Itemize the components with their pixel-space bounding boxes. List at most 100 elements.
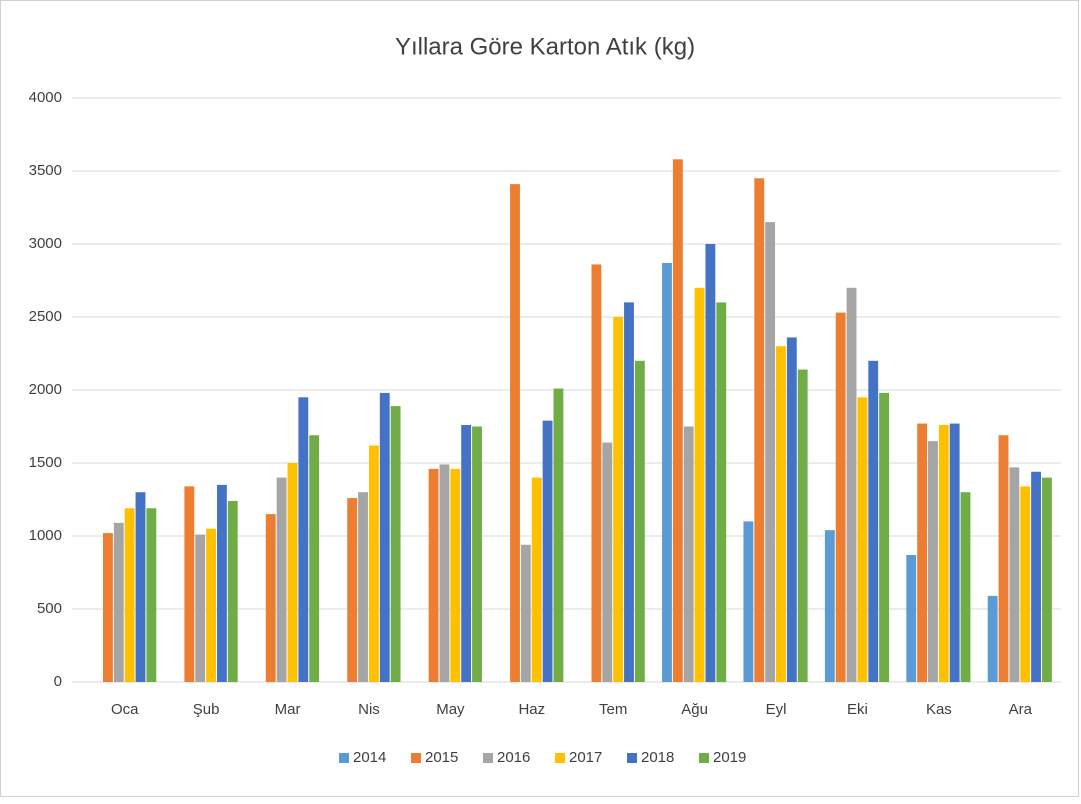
bar <box>368 445 379 682</box>
bar <box>472 426 482 682</box>
bar <box>1009 467 1020 682</box>
bar <box>987 595 998 682</box>
bar <box>1020 486 1031 682</box>
bar <box>298 397 309 682</box>
bar <box>184 486 195 682</box>
legend-swatch <box>555 753 565 763</box>
bar <box>846 287 857 682</box>
x-tick-label: May <box>436 701 465 718</box>
bar <box>428 468 439 682</box>
bar <box>1031 471 1042 682</box>
bar <box>309 435 320 682</box>
bar <box>634 360 645 682</box>
bar <box>206 528 216 682</box>
bar <box>276 477 287 682</box>
legend-label: 2019 <box>713 749 746 766</box>
bar <box>195 534 206 682</box>
bar <box>754 178 765 683</box>
bar <box>520 544 531 682</box>
y-tick-label: 3500 <box>29 162 62 179</box>
bar <box>835 312 846 682</box>
bar <box>379 392 390 682</box>
x-tick-label: Ağu <box>681 701 708 718</box>
x-tick-label: Oca <box>111 701 139 718</box>
legend-swatch <box>699 753 709 763</box>
y-tick-label: 4000 <box>29 89 62 106</box>
bar <box>510 184 520 682</box>
legend-label: 2017 <box>569 749 602 766</box>
bar <box>102 533 113 682</box>
bar <box>591 264 602 682</box>
bar <box>1042 477 1052 682</box>
bar <box>265 514 276 682</box>
bar <box>662 262 672 682</box>
bar <box>868 360 879 682</box>
bar <box>461 425 472 682</box>
legend-swatch <box>411 753 421 763</box>
bar <box>786 337 797 682</box>
bar <box>672 159 683 682</box>
bar <box>146 508 157 682</box>
bar <box>998 435 1009 682</box>
bar <box>542 420 553 682</box>
bar <box>613 317 624 682</box>
legend-label: 2018 <box>641 749 674 766</box>
bar <box>949 423 960 682</box>
bar <box>450 468 461 682</box>
bar <box>113 522 124 682</box>
x-tick-label: Kas <box>926 701 952 718</box>
bar <box>797 369 808 682</box>
bar <box>390 406 401 682</box>
bar <box>743 521 754 682</box>
y-tick-label: 1500 <box>29 454 62 471</box>
x-tick-label: Tem <box>599 701 627 718</box>
x-tick-label: Eki <box>847 701 868 718</box>
bar <box>705 244 716 682</box>
bar <box>716 302 727 682</box>
bar <box>602 442 613 682</box>
y-tick-label: 2000 <box>29 381 62 398</box>
bar <box>879 392 890 682</box>
legend-label: 2015 <box>425 749 458 766</box>
bar <box>683 426 694 682</box>
bar <box>124 508 135 682</box>
y-tick-label: 1000 <box>29 527 62 544</box>
bar <box>227 500 238 682</box>
bar <box>347 498 358 682</box>
legend-swatch <box>483 753 493 763</box>
y-tick-label: 2500 <box>29 308 62 325</box>
bar <box>960 492 971 682</box>
legend-swatch <box>339 753 349 763</box>
bar <box>928 441 938 682</box>
x-tick-label: Haz <box>518 701 545 718</box>
bar <box>216 484 227 682</box>
chart-title: Yıllara Göre Karton Atık (kg) <box>395 33 695 60</box>
bar <box>765 222 776 682</box>
bar <box>135 492 146 682</box>
y-tick-label: 3000 <box>29 235 62 252</box>
legend-label: 2016 <box>497 749 530 766</box>
bar <box>694 287 705 682</box>
bar <box>439 464 450 682</box>
x-tick-label: Eyl <box>766 701 787 718</box>
bar <box>824 530 835 682</box>
legend-label: 2014 <box>353 749 386 766</box>
x-tick-label: Mar <box>275 701 301 718</box>
bar <box>531 477 542 682</box>
bar <box>776 346 786 682</box>
bar <box>938 425 949 682</box>
bar <box>917 423 928 682</box>
x-tick-label: Nis <box>358 701 380 718</box>
bar <box>857 397 868 682</box>
x-tick-label: Şub <box>193 701 220 718</box>
bar <box>358 492 368 682</box>
y-tick-label: 500 <box>37 600 62 617</box>
legend-swatch <box>627 753 637 763</box>
y-tick-label: 0 <box>54 673 62 690</box>
bar <box>287 463 298 682</box>
bar <box>553 388 564 682</box>
bar <box>906 554 917 682</box>
bar <box>624 302 634 682</box>
x-tick-label: Ara <box>1009 701 1033 718</box>
